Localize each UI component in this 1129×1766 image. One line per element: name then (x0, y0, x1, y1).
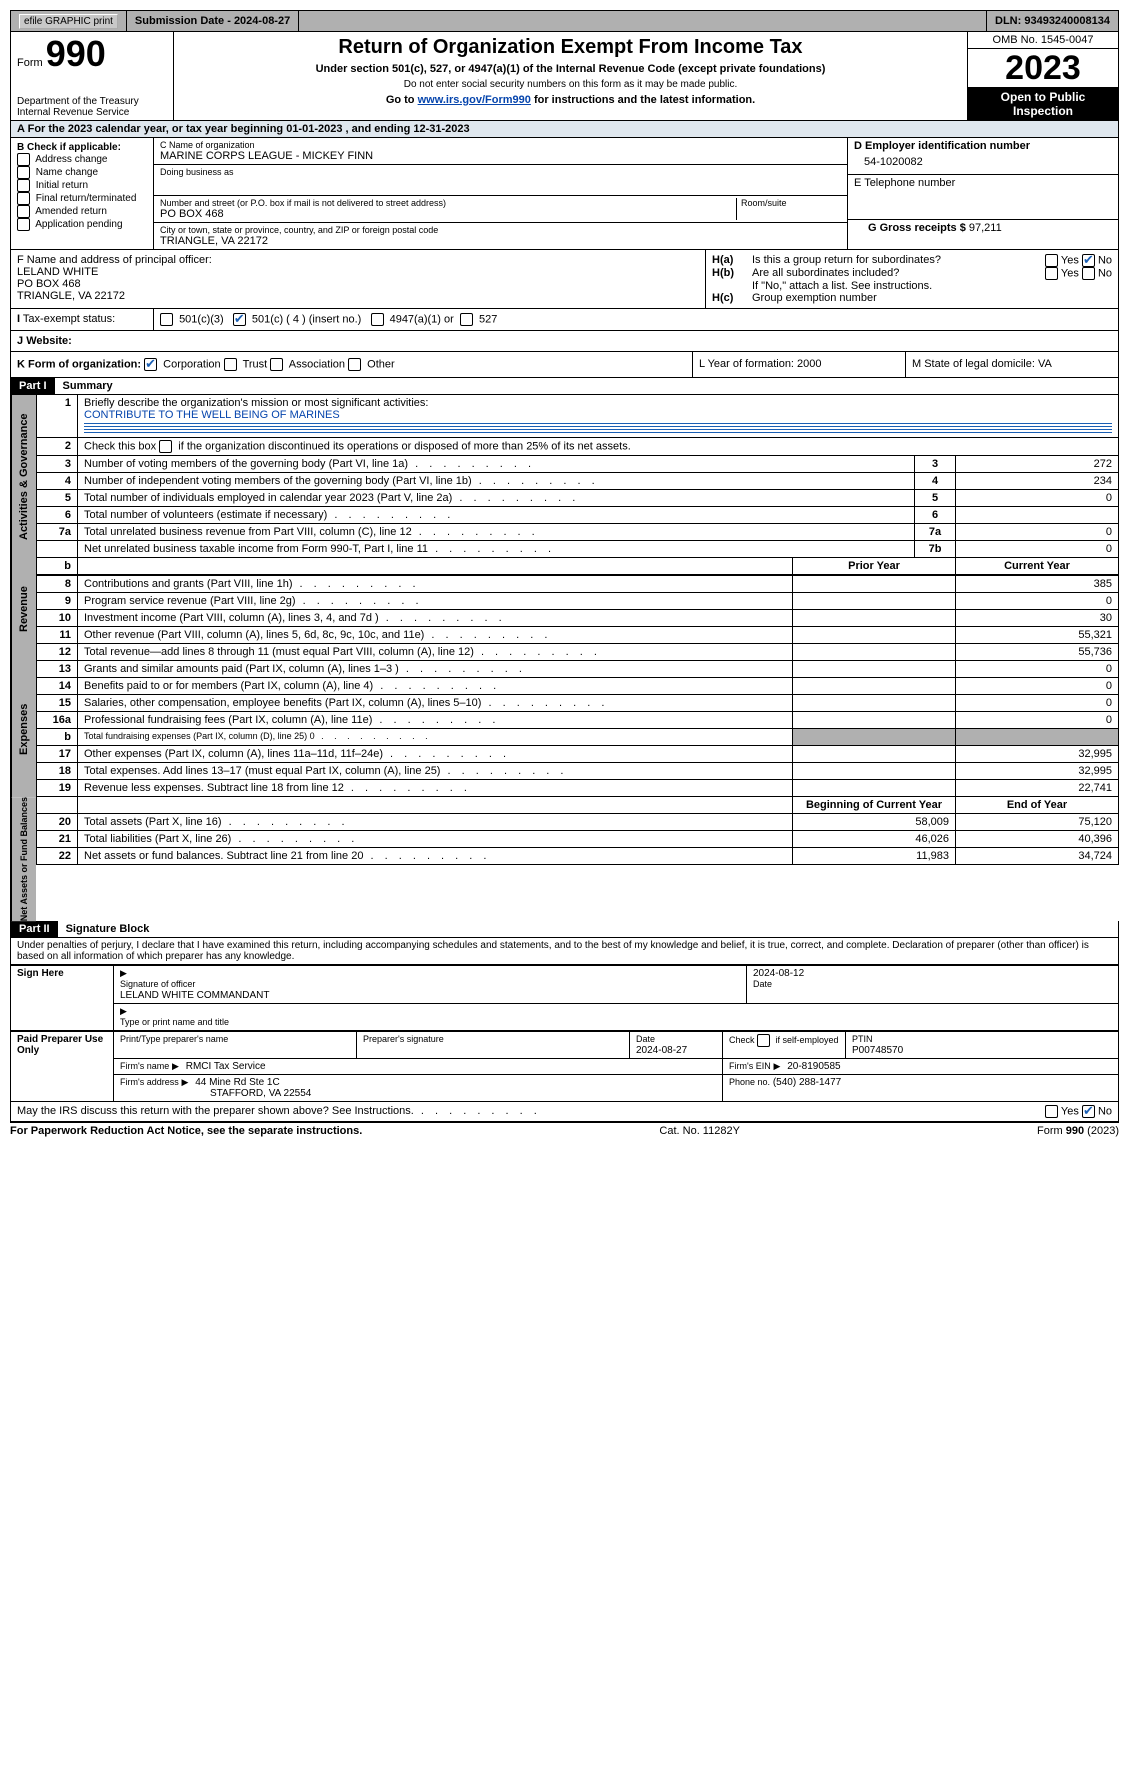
line-a: A For the 2023 calendar year, or tax yea… (10, 121, 1119, 138)
section-expenses: Expenses 13Grants and similar amounts pa… (10, 661, 1119, 797)
omb-no: OMB No. 1545-0047 (968, 32, 1118, 49)
form-title: Return of Organization Exempt From Incom… (180, 36, 961, 59)
part-2-header: Part II Signature Block (10, 921, 1119, 938)
form-header: Form 990 Department of the Treasury Inte… (10, 32, 1119, 121)
section-governance: Activities & Governance 1 Briefly descri… (10, 395, 1119, 558)
form-number: 990 (46, 33, 106, 74)
submission-date: Submission Date - 2024-08-27 (127, 11, 299, 31)
org-street: PO BOX 468 (160, 208, 732, 220)
may-irs-row: May the IRS discuss this return with the… (10, 1102, 1119, 1122)
chk-501c3[interactable] (160, 313, 173, 326)
header-right: OMB No. 1545-0047 2023 Open to Public In… (968, 32, 1118, 120)
chk-discontinued[interactable] (159, 440, 172, 453)
ha-no[interactable] (1082, 254, 1095, 267)
header-left: Form 990 Department of the Treasury Inte… (11, 32, 174, 120)
box-deg: D Employer identification number 54-1020… (848, 138, 1118, 249)
section-revenue: Revenue b Prior Year Current Year 8Contr… (10, 558, 1119, 661)
chk-501c[interactable] (233, 313, 246, 326)
entity-block: B Check if applicable: Address change Na… (10, 138, 1119, 250)
section-netassets: Net Assets or Fund Balances Beginning of… (10, 797, 1119, 921)
org-name: MARINE CORPS LEAGUE - MICKEY FINN (160, 150, 841, 162)
dept-treasury: Department of the Treasury Internal Reve… (17, 96, 167, 118)
box-c: C Name of organization MARINE CORPS LEAG… (154, 138, 848, 249)
chk-527[interactable] (460, 313, 473, 326)
ein: 54-1020082 (854, 152, 1112, 172)
hb-yes[interactable] (1045, 267, 1058, 280)
box-b: B Check if applicable: Address change Na… (11, 138, 154, 249)
org-city: TRIANGLE, VA 22172 (160, 235, 841, 247)
footer: For Paperwork Reduction Act Notice, see … (10, 1122, 1119, 1137)
chk-self-employed[interactable] (757, 1034, 770, 1047)
efile-print-button[interactable]: efile GRAPHIC print (19, 14, 118, 29)
hb-no[interactable] (1082, 267, 1095, 280)
top-bar: efile GRAPHIC print Submission Date - 20… (10, 10, 1119, 32)
mission-text: CONTRIBUTE TO THE WELL BEING OF MARINES (84, 409, 340, 421)
sign-here-table: Sign Here Signature of officer LELAND WH… (10, 965, 1119, 1031)
mayirs-yes[interactable] (1045, 1105, 1058, 1118)
box-j: J Website: (10, 331, 1119, 352)
chk-other[interactable] (348, 358, 361, 371)
ssn-note: Do not enter social security numbers on … (180, 79, 961, 90)
chk-4947[interactable] (371, 313, 384, 326)
gross-receipts: 97,211 (969, 222, 1002, 234)
irs-link[interactable]: www.irs.gov/Form990 (418, 94, 531, 106)
dln: DLN: 93493240008134 (987, 11, 1118, 31)
mayirs-no[interactable] (1082, 1105, 1095, 1118)
box-h: H(a) Is this a group return for subordin… (706, 250, 1118, 308)
efile-cell: efile GRAPHIC print (11, 11, 127, 31)
form-label: Form (17, 57, 43, 69)
goto-note: Go to www.irs.gov/Form990 for instructio… (180, 94, 961, 106)
form-subtitle: Under section 501(c), 527, or 4947(a)(1)… (180, 63, 961, 75)
officer-h-block: F Name and address of principal officer:… (10, 250, 1119, 309)
chk-trust[interactable] (224, 358, 237, 371)
top-bar-spacer (299, 11, 987, 31)
ha-yes[interactable] (1045, 254, 1058, 267)
box-i: I Tax-exempt status: 501(c)(3) 501(c) ( … (10, 309, 1119, 331)
part-1-header: Part I Summary (10, 378, 1119, 395)
box-f: F Name and address of principal officer:… (11, 250, 706, 308)
paid-preparer-table: Paid Preparer Use Only Print/Type prepar… (10, 1031, 1119, 1102)
chk-assoc[interactable] (270, 358, 283, 371)
tax-year: 2023 (1005, 49, 1081, 87)
open-public: Open to Public Inspection (968, 88, 1118, 120)
perjury-text: Under penalties of perjury, I declare th… (10, 938, 1119, 965)
chk-corp[interactable] (144, 358, 157, 371)
box-klm: K Form of organization: Corporation Trus… (10, 352, 1119, 378)
header-center: Return of Organization Exempt From Incom… (174, 32, 968, 120)
